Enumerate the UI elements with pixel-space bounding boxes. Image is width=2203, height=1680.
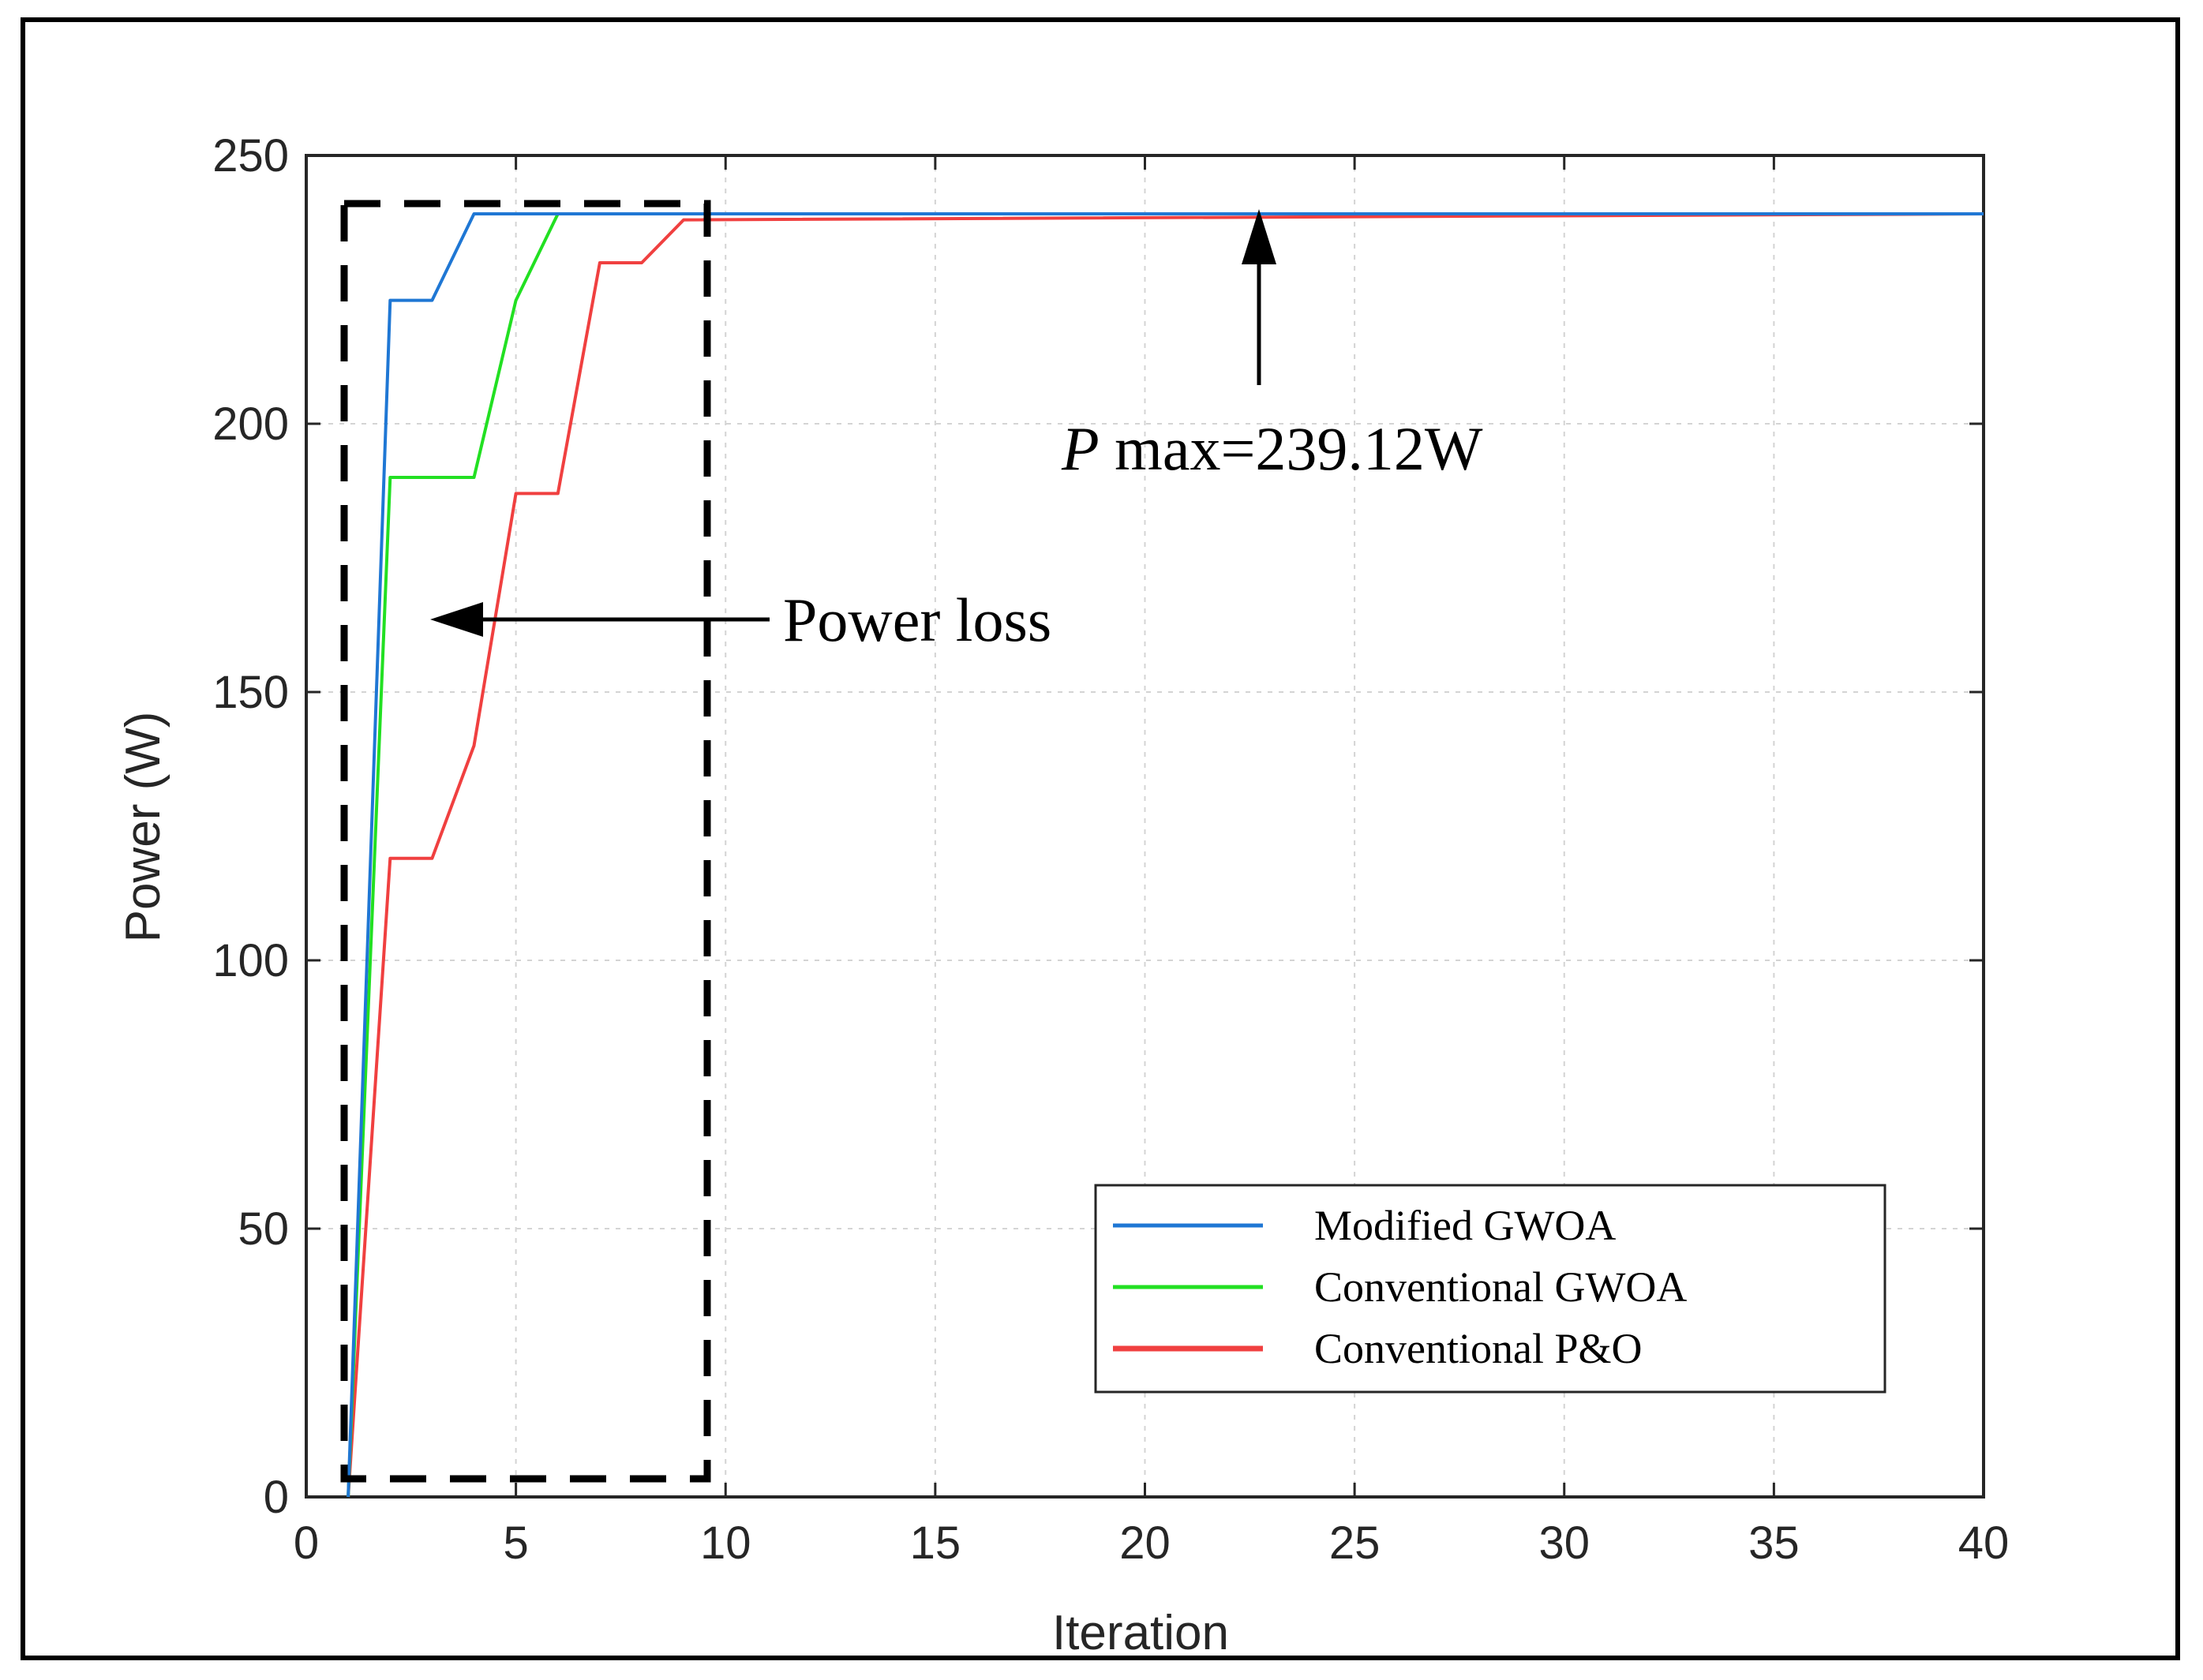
grid-lines — [306, 155, 1984, 1497]
x-axis-title: Iteration — [1052, 1606, 1229, 1660]
x-tick-label: 30 — [1538, 1517, 1590, 1569]
series-lines — [347, 212, 1984, 1498]
y-tick-label: 50 — [238, 1203, 289, 1255]
y-tick-label: 200 — [212, 398, 289, 450]
series-line-0 — [347, 212, 1984, 1498]
legend: Modified GWOA Conventional GWOA Convention… — [1094, 1184, 1886, 1394]
legend-label: Conventional P&O — [1314, 1325, 1643, 1372]
pmax-label: P max=239.12W — [1061, 414, 1483, 483]
x-tick-label: 10 — [700, 1517, 751, 1569]
y-tick-label: 100 — [212, 935, 289, 986]
x-tick-label: 25 — [1329, 1517, 1381, 1569]
y-axis-title: Power (W) — [116, 712, 170, 943]
power-loss-dashed-box — [340, 200, 711, 1483]
axis-ticks: 0 5 10 15 20 25 30 35 40 0 50 100 150 200 250 — [212, 130, 2009, 1569]
legend-label: Conventional GWOA — [1314, 1263, 1687, 1311]
legend-label: Modified GWOA — [1314, 1202, 1616, 1249]
y-tick-label: 0 — [264, 1472, 289, 1523]
x-tick-label: 5 — [503, 1517, 528, 1569]
power-loss-label: Power loss — [783, 586, 1051, 654]
y-tick-label: 150 — [212, 667, 289, 718]
series-line-2 — [347, 212, 1984, 1498]
x-tick-label: 20 — [1119, 1517, 1171, 1569]
y-tick-label: 250 — [212, 130, 289, 181]
x-tick-label: 0 — [294, 1517, 319, 1569]
x-tick-label: 40 — [1958, 1517, 2010, 1569]
x-tick-label: 15 — [910, 1517, 961, 1569]
x-tick-label: 35 — [1748, 1517, 1800, 1569]
pmax-arrow-head — [1242, 209, 1276, 264]
power-loss-arrow-head — [430, 602, 483, 637]
